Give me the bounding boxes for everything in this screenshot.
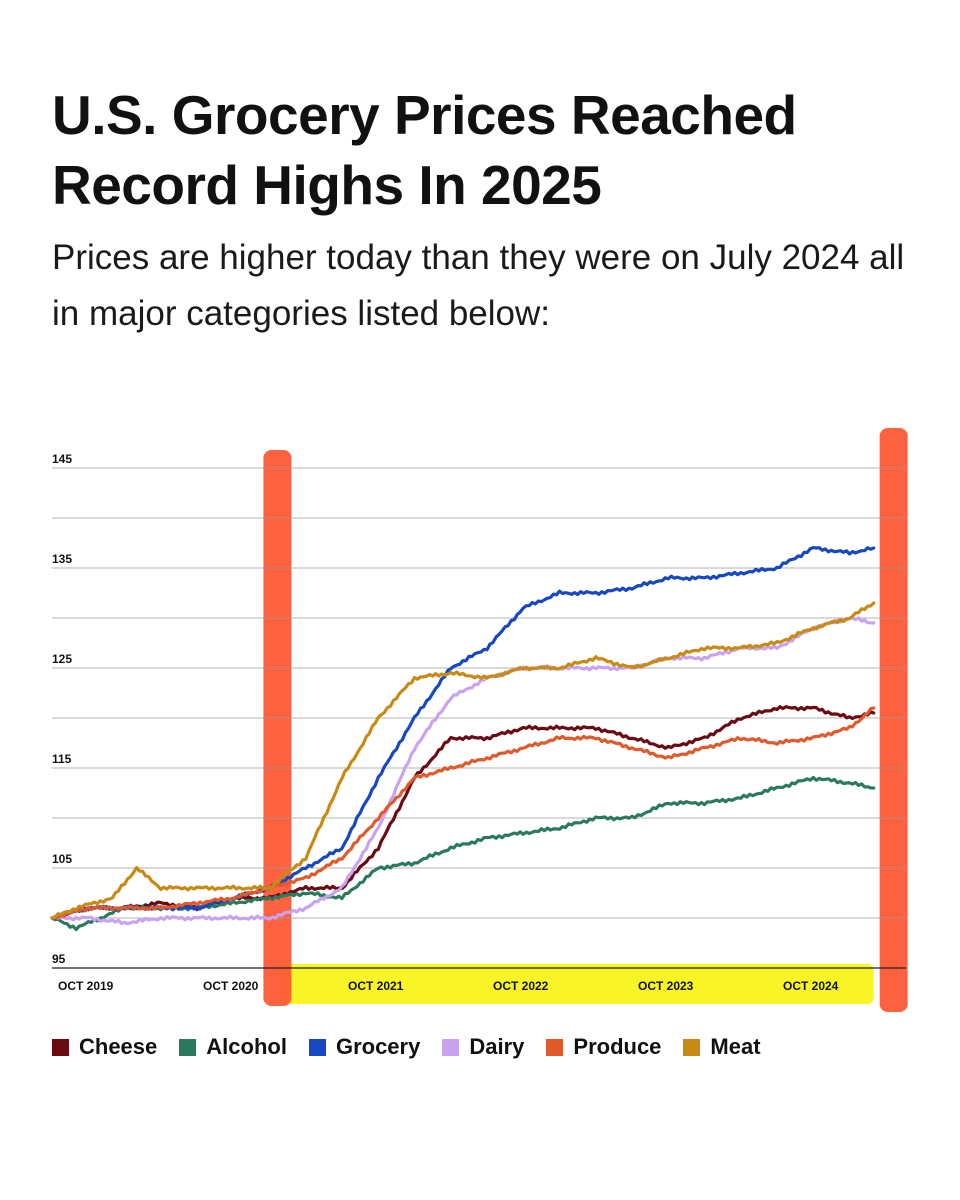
red-highlight-band — [879, 428, 908, 1012]
series-line-dairy — [50, 616, 876, 926]
red-highlight-band — [263, 450, 292, 1006]
series-lines — [50, 546, 876, 932]
legend-label: Cheese — [79, 1034, 158, 1059]
legend-label: Grocery — [335, 1034, 421, 1059]
y-tick-label: 125 — [52, 652, 72, 666]
highlight-bands — [263, 428, 908, 1012]
legend-item-alcohol: Alcohol — [179, 1034, 287, 1060]
legend-swatch — [52, 1038, 69, 1056]
y-tick-label: 95 — [52, 952, 66, 966]
legend-item-grocery: Grocery — [308, 1034, 421, 1060]
y-tick-label: 115 — [52, 752, 72, 766]
gridlines — [52, 467, 906, 969]
legend-swatch — [308, 1038, 326, 1056]
x-tick-label: OCT 2024 — [783, 979, 839, 993]
legend: Cheese Alcohol Grocery Dairy Produce Meat — [52, 1032, 783, 1062]
series-line-grocery — [50, 546, 876, 920]
series-line-meat — [50, 601, 876, 920]
legend-swatch — [546, 1038, 564, 1056]
legend-label: Meat — [710, 1034, 761, 1059]
legend-swatch — [683, 1038, 701, 1056]
x-tick-label: OCT 2023 — [638, 979, 694, 993]
legend-label: Produce — [573, 1034, 662, 1059]
legend-item-cheese: Cheese — [52, 1034, 157, 1060]
y-tick-label: 135 — [52, 552, 72, 566]
x-tick-label: OCT 2022 — [493, 979, 549, 993]
x-axis: OCT 2019 OCT 2020 OCT 2021 OCT 2022 OCT 2023… — [58, 979, 839, 993]
x-tick-label: OCT 2020 — [203, 979, 259, 993]
legend-item-meat: Meat — [683, 1034, 761, 1060]
series-line-alcohol — [50, 775, 876, 932]
x-tick-label: OCT 2019 — [58, 979, 114, 993]
x-tick-label: OCT 2021 — [348, 979, 404, 993]
legend-swatch — [442, 1038, 460, 1056]
legend-label: Dairy — [469, 1034, 525, 1059]
series-line-produce — [50, 706, 876, 920]
y-tick-label: 105 — [52, 852, 72, 866]
yellow-highlight-band — [277, 964, 874, 1004]
legend-swatch — [179, 1038, 197, 1056]
legend-label: Alcohol — [206, 1034, 287, 1059]
y-axis: 95 105 115 125 135 145 — [52, 452, 72, 966]
chart-title: U.S. Grocery Prices Reached Record Highs… — [52, 84, 797, 216]
y-tick-label: 145 — [52, 452, 72, 466]
chart-subtitle: Prices are higher today than they were o… — [52, 238, 905, 333]
legend-item-produce: Produce — [546, 1034, 661, 1060]
legend-item-dairy: Dairy — [442, 1034, 524, 1060]
